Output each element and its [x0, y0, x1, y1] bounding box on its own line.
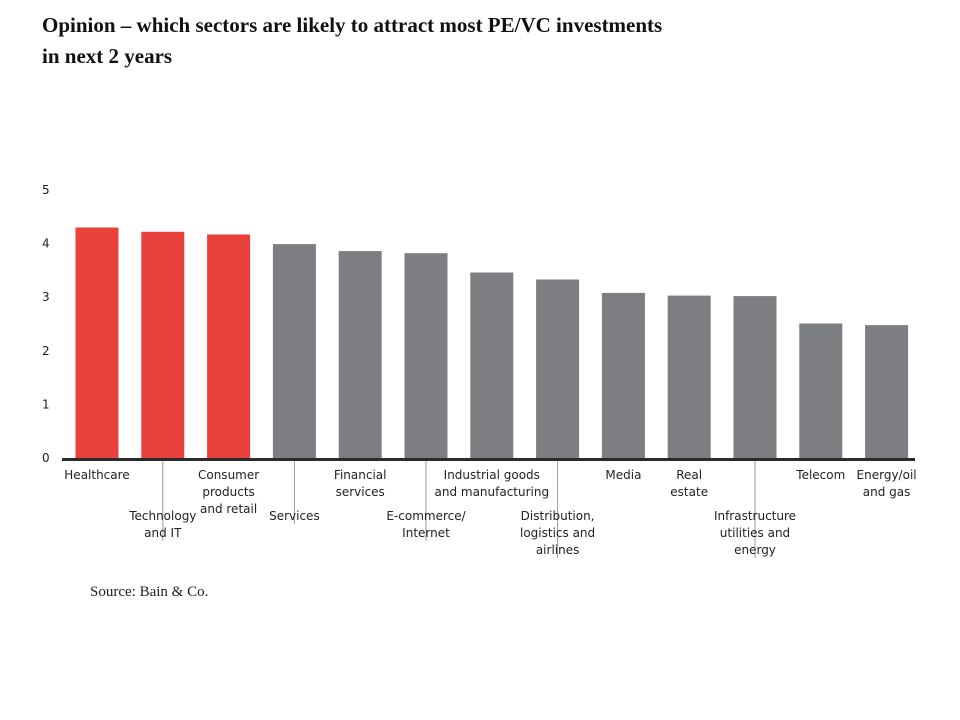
- bar-9: [667, 295, 711, 458]
- category-label-12: Energy/oil and gas: [857, 468, 917, 499]
- bar-4: [338, 251, 382, 458]
- chart-title-line-2: in next 2 years: [42, 44, 173, 68]
- chart-title: Opinion – which sectors are likely to at…: [42, 10, 902, 72]
- bar-6: [470, 272, 514, 458]
- bar-10: [733, 296, 777, 458]
- bar-0: [75, 227, 119, 458]
- bar-1: [141, 231, 185, 458]
- y-tick-label-2: 2: [42, 344, 50, 358]
- category-label-7: Distribution, logistics and airlines: [520, 509, 595, 557]
- y-tick-label-0: 0: [42, 451, 50, 465]
- category-label-0: Healthcare: [64, 468, 129, 482]
- category-label-9: Real estate: [670, 468, 708, 499]
- category-label-10: Infrastructure utilities and energy: [714, 509, 796, 557]
- category-label-2: Consumer products and retail: [198, 468, 259, 516]
- source-note: Source: Bain & Co.: [90, 584, 209, 600]
- bar-11: [799, 323, 843, 458]
- bar-5: [404, 253, 448, 458]
- bar-3: [272, 244, 316, 458]
- category-label-8: Media: [605, 468, 641, 482]
- y-tick-label-4: 4: [42, 237, 50, 251]
- category-label-11: Telecom: [795, 468, 845, 482]
- y-tick-label-5: 5: [42, 183, 50, 197]
- bar-2: [207, 234, 251, 458]
- bar-7: [536, 279, 580, 458]
- category-label-4: Financial services: [334, 468, 387, 499]
- bar-8: [601, 292, 645, 458]
- category-label-1: Technology and IT: [128, 509, 196, 540]
- chart-title-line-1: Opinion – which sectors are likely to at…: [42, 13, 663, 37]
- y-tick-label-1: 1: [42, 397, 50, 411]
- category-label-5: E-commerce/Internet: [386, 509, 466, 540]
- bar-12: [865, 325, 909, 458]
- category-label-3: Services: [269, 509, 320, 523]
- category-label-6: Industrial goods and manufacturing: [434, 468, 549, 499]
- bar-chart: 0 1 2 3 4 5 Healthcare Technology and ITConsumer…: [42, 183, 917, 558]
- y-tick-label-3: 3: [42, 290, 50, 304]
